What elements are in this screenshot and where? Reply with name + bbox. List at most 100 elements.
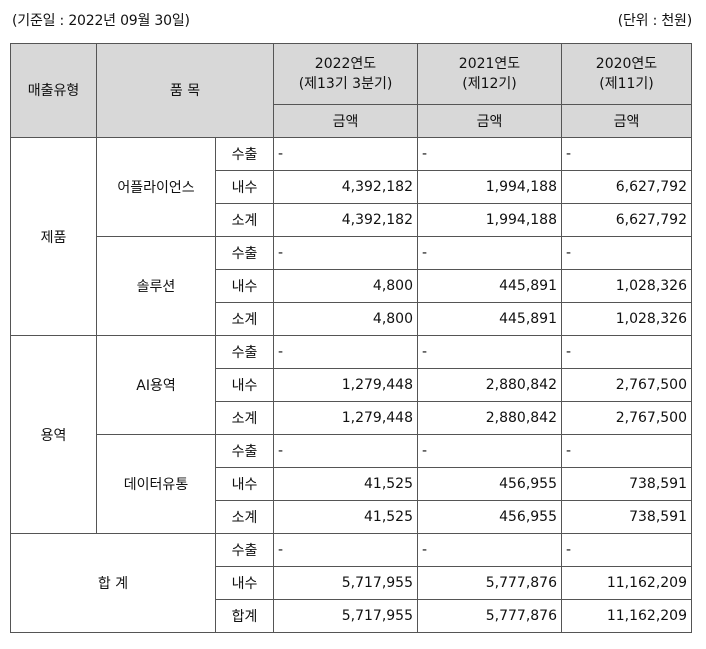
kind-cell: 수출 (215, 236, 274, 270)
value-cell: 4,392,182 (273, 170, 418, 204)
value-cell: - (417, 137, 562, 171)
period-label: (제12기) (462, 76, 517, 92)
table-row: 내수 4,800 445,891 1,028,326 (11, 269, 692, 303)
header-amount: 금액 (561, 104, 692, 138)
year-label: 2022연도 (314, 56, 377, 72)
value-cell: 1,279,448 (273, 368, 418, 402)
kind-cell: 내수 (215, 467, 274, 501)
table-row: 내수 4,392,182 1,994,188 6,627,792 (11, 170, 692, 204)
value-cell: 5,777,876 (417, 599, 562, 633)
kind-cell: 내수 (215, 368, 274, 402)
unit-label: (단위 : 천원) (617, 13, 692, 29)
kind-cell: 내수 (215, 170, 274, 204)
value-cell: - (561, 434, 692, 468)
year-label: 2020연도 (595, 56, 658, 72)
value-cell: - (561, 137, 692, 171)
header-sales-type: 매출유형 (10, 43, 97, 138)
value-cell: 738,591 (561, 467, 692, 501)
item-cell: 어플라이언스 (96, 137, 216, 237)
kind-cell: 수출 (215, 533, 274, 567)
kind-cell: 수출 (215, 335, 274, 369)
value-cell: 11,162,209 (561, 566, 692, 600)
header-row-1: 매출유형 품 목 2022연도 (제13기 3분기) 2021연도 (제12기)… (10, 43, 692, 138)
table-row: 데이터유통 수출 - - - (11, 434, 692, 534)
value-cell: - (417, 335, 562, 369)
value-cell: - (273, 434, 418, 468)
value-cell: 2,880,842 (417, 368, 562, 402)
value-cell: 6,627,792 (561, 170, 692, 204)
year-label: 2021연도 (458, 56, 521, 72)
value-cell: - (273, 236, 418, 270)
period-label: (제13기 3분기) (298, 76, 393, 92)
value-cell: 1,279,448 (273, 401, 418, 435)
value-cell: - (273, 533, 418, 567)
value-cell: 1,994,188 (417, 170, 562, 204)
table-row: 소계 41,525 456,955 738,591 (11, 500, 692, 534)
item-cell: 솔루션 (96, 236, 216, 336)
header-amount: 금액 (417, 104, 562, 138)
value-cell: 5,777,876 (417, 566, 562, 600)
value-cell: 5,717,955 (273, 566, 418, 600)
value-cell: 456,955 (417, 467, 562, 501)
value-cell: 445,891 (417, 302, 562, 336)
table-row: 소계 4,800 445,891 1,028,326 (11, 302, 692, 336)
total-label-cell: 합 계 (10, 533, 216, 633)
kind-cell: 소계 (215, 500, 274, 534)
sales-type-cell: 용역 (10, 335, 97, 534)
header-year-2021: 2021연도 (제12기) (417, 43, 562, 105)
value-cell: 1,028,326 (561, 302, 692, 336)
table-row: 솔루션 수출 - - - (11, 236, 692, 336)
value-cell: 4,800 (273, 269, 418, 303)
header-year-2020: 2020연도 (제11기) (561, 43, 692, 105)
value-cell: 1,994,188 (417, 203, 562, 237)
value-cell: 2,767,500 (561, 401, 692, 435)
value-cell: 4,392,182 (273, 203, 418, 237)
value-cell: 5,717,955 (273, 599, 418, 633)
table-row: 합계 5,717,955 5,777,876 11,162,209 (11, 599, 692, 633)
value-cell: 445,891 (417, 269, 562, 303)
value-cell: 41,525 (273, 467, 418, 501)
table-row: 소계 1,279,448 2,880,842 2,767,500 (11, 401, 692, 435)
header-year-2022: 2022연도 (제13기 3분기) (273, 43, 418, 105)
period-label: (제11기) (599, 76, 654, 92)
kind-cell: 소계 (215, 401, 274, 435)
kind-cell: 수출 (215, 137, 274, 171)
kind-cell: 내수 (215, 566, 274, 600)
value-cell: - (561, 335, 692, 369)
header-row-2: 금액 금액 금액 (11, 104, 692, 138)
value-cell: - (561, 236, 692, 270)
header-amount: 금액 (273, 104, 418, 138)
table-row: 용역 AI용역 수출 - - - (10, 335, 692, 534)
kind-cell: 소계 (215, 203, 274, 237)
value-cell: - (561, 533, 692, 567)
value-cell: 2,767,500 (561, 368, 692, 402)
table-row: 합 계 수출 - - - (10, 533, 692, 633)
header-item: 품 목 (96, 43, 274, 138)
kind-cell: 내수 (215, 269, 274, 303)
value-cell: - (417, 236, 562, 270)
table-row: 내수 1,279,448 2,880,842 2,767,500 (11, 368, 692, 402)
value-cell: 456,955 (417, 500, 562, 534)
kind-cell: 합계 (215, 599, 274, 633)
sales-table: 매출유형 품 목 2022연도 (제13기 3분기) 2021연도 (제12기)… (10, 43, 692, 633)
value-cell: - (273, 137, 418, 171)
value-cell: 41,525 (273, 500, 418, 534)
base-date-label: (기준일 : 2022년 09월 30일) (12, 13, 190, 29)
item-cell: AI용역 (96, 335, 216, 435)
value-cell: 11,162,209 (561, 599, 692, 633)
value-cell: 1,028,326 (561, 269, 692, 303)
table-row: 소계 4,392,182 1,994,188 6,627,792 (11, 203, 692, 237)
table-row: 제품 어플라이언스 수출 - - - (10, 137, 692, 336)
value-cell: 6,627,792 (561, 203, 692, 237)
table-caption: (기준일 : 2022년 09월 30일) (단위 : 천원) (12, 10, 692, 30)
item-cell: 데이터유통 (96, 434, 216, 534)
value-cell: 4,800 (273, 302, 418, 336)
value-cell: - (273, 335, 418, 369)
kind-cell: 소계 (215, 302, 274, 336)
value-cell: 738,591 (561, 500, 692, 534)
value-cell: - (417, 434, 562, 468)
value-cell: 2,880,842 (417, 401, 562, 435)
value-cell: - (417, 533, 562, 567)
sales-type-cell: 제품 (10, 137, 97, 336)
kind-cell: 수출 (215, 434, 274, 468)
